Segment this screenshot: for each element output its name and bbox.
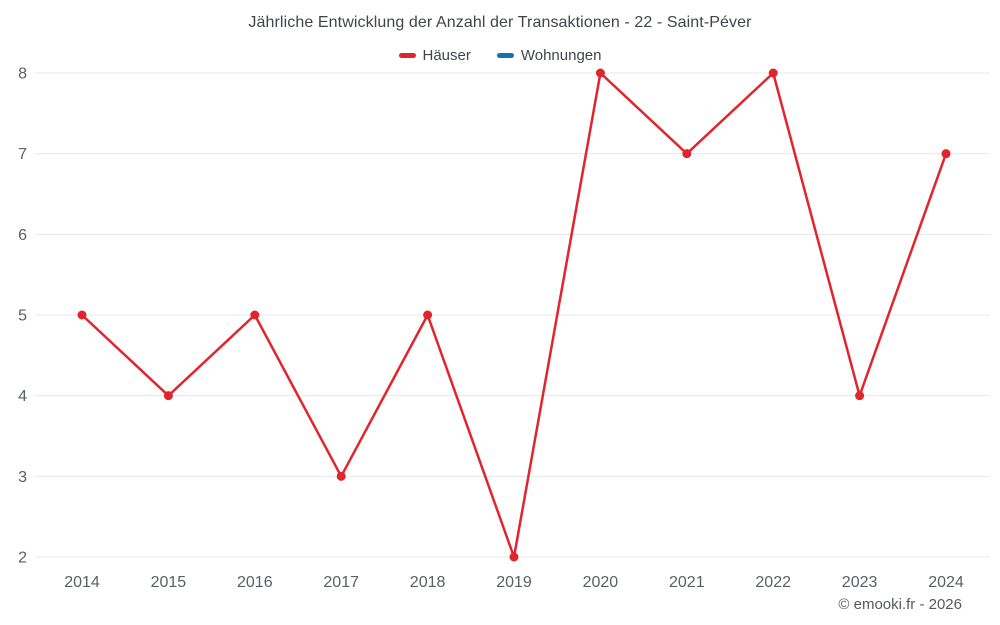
y-tick-label: 5 <box>18 308 27 325</box>
copyright-note: © emooki.fr - 2026 <box>838 596 962 613</box>
x-tick-label: 2023 <box>842 574 878 591</box>
data-point[interactable] <box>941 149 951 159</box>
y-tick-label: 4 <box>18 388 27 405</box>
y-tick-label: 2 <box>18 550 27 567</box>
y-tick-label: 8 <box>18 66 27 83</box>
x-tick-label: 2017 <box>323 574 359 591</box>
data-point[interactable] <box>336 471 346 481</box>
data-point[interactable] <box>595 68 605 78</box>
x-tick-label: 2024 <box>928 574 964 591</box>
legend-item-wohnungen[interactable]: Wohnungen <box>496 47 602 64</box>
x-tick-label: 2020 <box>583 574 619 591</box>
legend-label-haeuser: Häuser <box>422 47 471 64</box>
data-point[interactable] <box>423 310 433 320</box>
y-tick-label: 6 <box>18 227 27 244</box>
data-point[interactable] <box>855 391 865 401</box>
x-tick-label: 2018 <box>410 574 446 591</box>
data-point[interactable] <box>77 310 87 320</box>
data-point[interactable] <box>509 552 519 562</box>
chart-title: Jährliche Entwicklung der Anzahl der Tra… <box>248 14 752 31</box>
x-tick-label: 2016 <box>237 574 273 591</box>
x-tick-label: 2022 <box>755 574 791 591</box>
x-tick-label: 2015 <box>151 574 187 591</box>
y-tick-label: 7 <box>18 146 27 163</box>
legend-label-wohnungen: Wohnungen <box>520 47 602 64</box>
data-point[interactable] <box>163 391 173 401</box>
legend-item-haeuser[interactable]: Häuser <box>398 47 471 64</box>
haeuser-swatch-icon <box>398 53 416 58</box>
chart-legend: Häuser Wohnungen <box>0 47 1000 64</box>
x-tick-label: 2019 <box>496 574 532 591</box>
y-tick-label: 3 <box>18 469 27 486</box>
x-tick-label: 2014 <box>64 574 100 591</box>
data-point[interactable] <box>682 149 692 159</box>
x-tick-label: 2021 <box>669 574 705 591</box>
data-point[interactable] <box>250 310 260 320</box>
data-point[interactable] <box>768 68 778 78</box>
wohnungen-swatch-icon <box>496 53 514 58</box>
